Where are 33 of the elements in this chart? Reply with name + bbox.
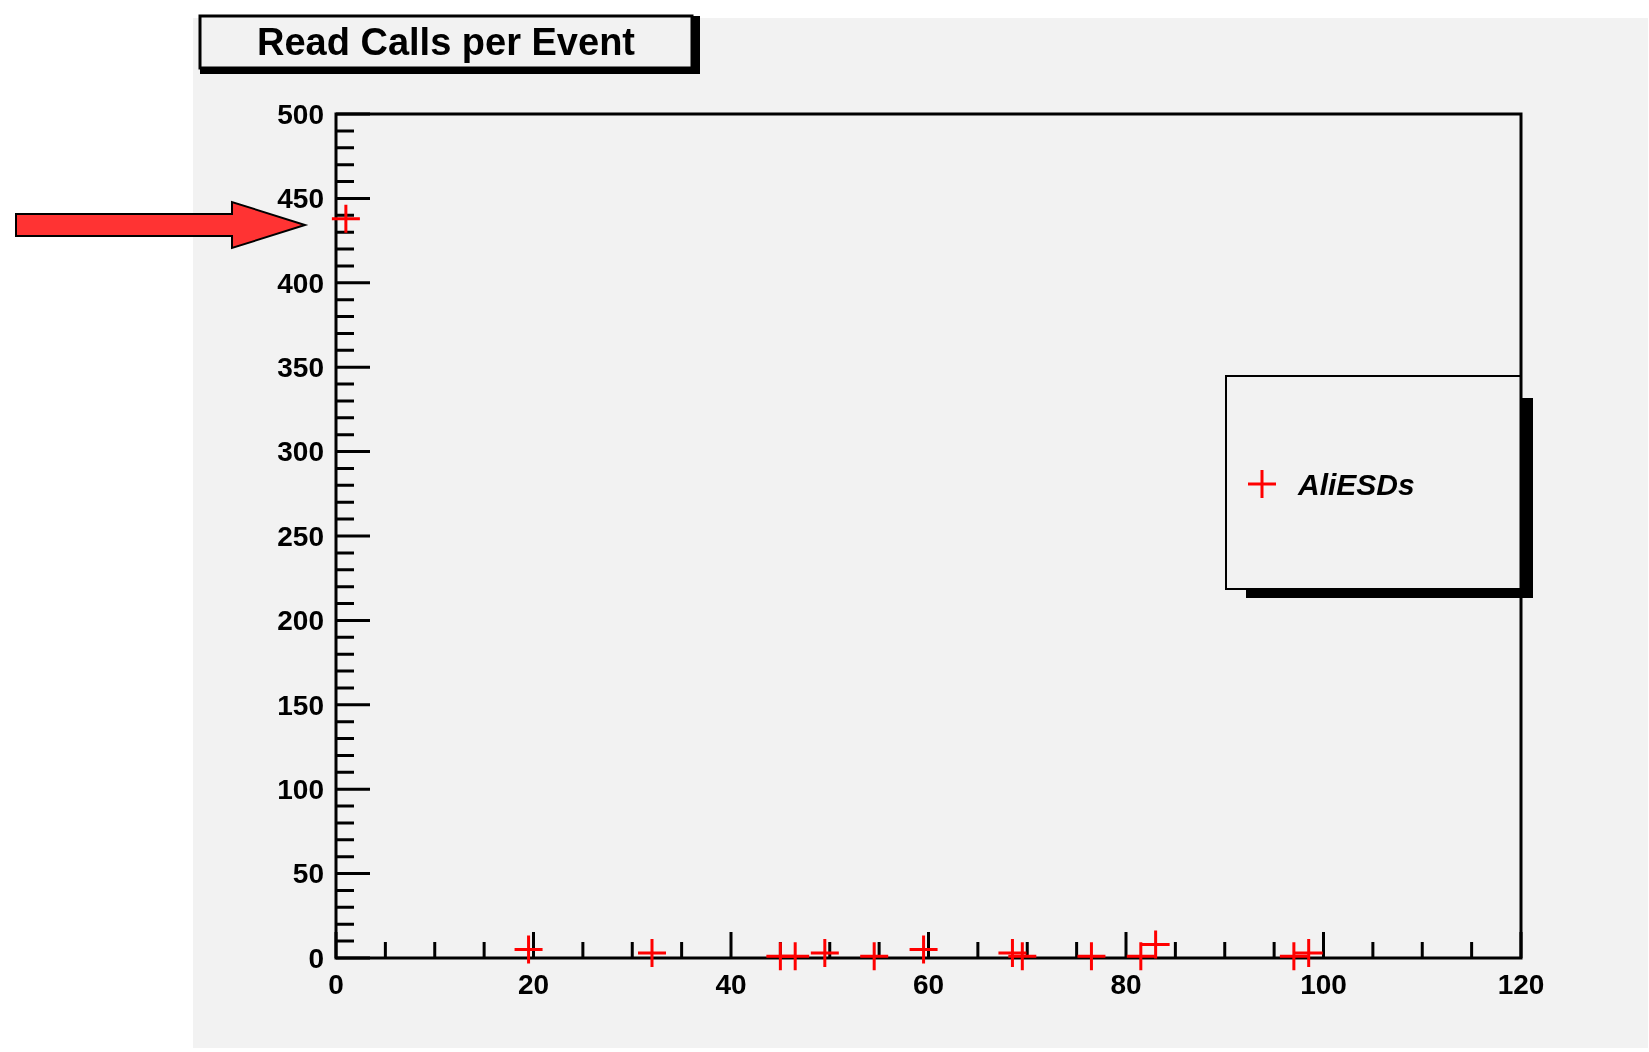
- x-tick-label: 60: [912, 969, 945, 1000]
- y-tick-label: 100: [277, 774, 324, 805]
- x-tick-label: 20: [517, 969, 550, 1000]
- y-tick-label: 450: [277, 183, 324, 215]
- chart-title: Read Calls per Event: [256, 21, 636, 63]
- point: [860, 942, 889, 971]
- x-tick-label: 0: [328, 969, 344, 1000]
- y-tick-label: 200: [277, 605, 324, 637]
- point: [781, 942, 810, 971]
- y-tick-label: 250: [277, 520, 324, 552]
- x-tick-label: 80: [1110, 969, 1142, 1000]
- point: [331, 204, 360, 233]
- x-tick-label: 120: [1497, 969, 1545, 1000]
- point: [638, 938, 666, 967]
- point: [1008, 942, 1037, 971]
- y-tick-label: 400: [277, 267, 324, 299]
- y-tick-label: 350: [277, 352, 324, 383]
- point: [1077, 942, 1106, 971]
- y-tick-label: 0: [308, 942, 324, 974]
- point: [909, 935, 938, 964]
- y-tick-label: 150: [277, 689, 324, 721]
- point: [1141, 930, 1170, 959]
- y-tick-label: 500: [277, 98, 324, 130]
- point: [810, 938, 839, 967]
- point: [514, 935, 543, 964]
- y-tick-label: 300: [277, 436, 324, 468]
- point: [1126, 942, 1155, 971]
- y-tick-label: 50: [292, 858, 324, 890]
- point: [1279, 942, 1308, 971]
- legend-label: AliESDs: [1297, 467, 1415, 501]
- x-tick-label: 100: [1300, 969, 1347, 1000]
- x-tick-label: 40: [715, 969, 747, 1000]
- point: [1294, 938, 1323, 967]
